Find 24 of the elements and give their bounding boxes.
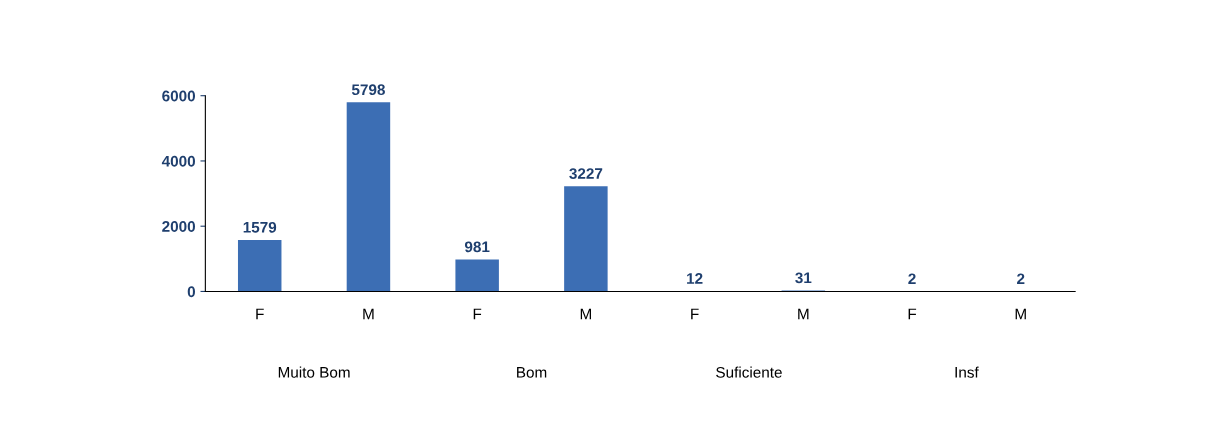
x-tick-label: F	[473, 308, 482, 320]
data-label: 1579	[243, 221, 277, 233]
text: Insf	[955, 366, 979, 378]
x-tick-label: M	[1015, 308, 1026, 320]
x-tick-label: M	[798, 308, 809, 320]
data-label: 5798	[351, 84, 385, 96]
x-tick-label: M	[580, 308, 591, 320]
x-tick-label: F	[256, 308, 264, 320]
x-tick-label: M	[363, 308, 374, 320]
x-tick-label: F	[908, 308, 917, 320]
data-label: 3227	[569, 168, 603, 179]
y-tick-label: 4000	[161, 155, 196, 167]
text: Bom	[517, 367, 547, 378]
text: Muito Bom	[278, 366, 350, 378]
data-label: 31	[795, 272, 812, 284]
data-label: 12	[687, 273, 703, 284]
y-tick-label: 6000	[162, 90, 196, 102]
y-tick-label: 0	[187, 286, 196, 298]
y-tick-label: 2000	[162, 221, 196, 232]
text: Suficiente	[716, 366, 782, 378]
x-tick-label: F	[691, 308, 699, 320]
data-label: 2	[1017, 273, 1025, 285]
data-label: 2	[908, 273, 916, 285]
data-label: 981	[464, 241, 490, 253]
